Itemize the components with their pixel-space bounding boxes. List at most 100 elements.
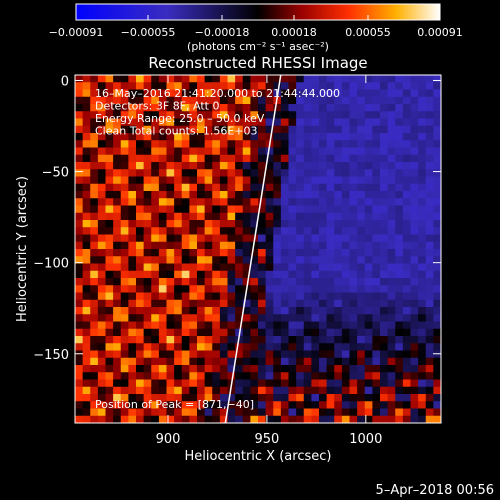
heatmap-cell (395, 365, 404, 373)
heatmap-cell (326, 227, 335, 235)
heatmap-cell (280, 321, 289, 330)
heatmap-cell (197, 169, 206, 177)
heatmap-cell (326, 350, 335, 359)
heatmap-cell (395, 169, 404, 177)
heatmap-cell (166, 357, 175, 366)
heatmap-cell (311, 176, 320, 185)
heatmap-cell (357, 169, 366, 177)
heatmap-cell (227, 241, 236, 250)
heatmap-cell (212, 191, 221, 199)
heatmap-cell (296, 408, 305, 417)
heatmap-cell (143, 386, 152, 395)
heatmap-cell (341, 249, 350, 257)
heatmap-cell (372, 307, 381, 315)
heatmap-cell (151, 386, 160, 395)
heatmap-cell (166, 169, 175, 177)
heatmap-cell (242, 198, 251, 206)
heatmap-cell (387, 372, 396, 380)
heatmap-cell (204, 104, 213, 112)
heatmap-cell (120, 350, 129, 359)
heatmap-cell (151, 278, 160, 286)
heatmap-cell (151, 249, 160, 257)
heatmap-cell (82, 162, 91, 170)
heatmap-cell (326, 212, 335, 221)
heatmap-cell (158, 82, 167, 90)
heatmap-cell (418, 75, 427, 83)
heatmap-cell (349, 96, 358, 105)
heatmap-cell (349, 256, 358, 264)
heatmap-cell (326, 220, 335, 228)
heatmap-cell (174, 372, 183, 380)
heatmap-cell (158, 140, 167, 148)
heatmap-cell (380, 372, 389, 380)
heatmap-cell (181, 89, 190, 98)
heatmap-cell (364, 401, 373, 409)
heatmap-cell (334, 263, 343, 272)
heatmap-cell (105, 401, 114, 409)
heatmap-cell (402, 292, 411, 301)
heatmap-cell (334, 336, 343, 344)
heatmap-cell (174, 104, 183, 112)
heatmap-cell (349, 394, 358, 402)
heatmap-cell (242, 82, 251, 90)
heatmap-cell (105, 350, 114, 359)
heatmap-cell (120, 401, 129, 409)
heatmap-cell (288, 104, 297, 112)
heatmap-cell (158, 96, 167, 105)
heatmap-cell (227, 162, 236, 170)
heatmap-cell (418, 133, 427, 141)
heatmap-cell (90, 104, 99, 112)
heatmap-cell (174, 227, 183, 235)
heatmap-cell (136, 350, 145, 359)
heatmap-cell (258, 299, 267, 308)
heatmap-cell (334, 379, 343, 388)
heatmap-cell (136, 270, 145, 279)
heatmap-cell (151, 328, 160, 337)
heatmap-cell (82, 96, 91, 105)
heatmap-cell (174, 96, 183, 105)
heatmap-cell (433, 104, 441, 112)
heatmap-cell (97, 256, 106, 264)
heatmap-cell (75, 162, 84, 170)
heatmap-cell (204, 408, 213, 417)
heatmap-cell (380, 125, 389, 134)
heatmap-cell (158, 154, 167, 163)
heatmap-cell (128, 169, 137, 177)
heatmap-cell (341, 125, 350, 134)
heatmap-cell (113, 386, 122, 395)
heatmap-cell (219, 183, 228, 192)
heatmap-cell (90, 401, 99, 409)
heatmap-cell (334, 321, 343, 330)
heatmap-cell (402, 205, 411, 214)
heatmap-cell (395, 307, 404, 315)
heatmap-cell (349, 227, 358, 235)
heatmap-cell (265, 176, 274, 185)
heatmap-cell (433, 198, 441, 206)
heatmap-cell (143, 256, 152, 264)
heatmap-cell (120, 249, 129, 257)
heatmap-cell (288, 234, 297, 243)
heatmap-cell (364, 241, 373, 250)
heatmap-cell (120, 75, 129, 83)
heatmap-cell (410, 285, 419, 293)
heatmap-cell (303, 408, 312, 417)
heatmap-cell (410, 212, 419, 221)
heatmap-cell (158, 292, 167, 301)
heatmap-cell (364, 227, 373, 235)
heatmap-cell (341, 176, 350, 185)
heatmap-cell (181, 350, 190, 359)
heatmap-cell (349, 198, 358, 206)
heatmap-cell (380, 278, 389, 286)
heatmap-cell (75, 75, 84, 83)
heatmap-cell (418, 176, 427, 185)
heatmap-cell (242, 263, 251, 272)
heatmap-cell (258, 154, 267, 163)
heatmap-cell (219, 104, 228, 112)
heatmap-cell (258, 285, 267, 293)
heatmap-cell (349, 133, 358, 141)
heatmap-cell (75, 220, 84, 228)
heatmap-cell (166, 140, 175, 148)
heatmap-cell (136, 307, 145, 315)
heatmap-cell (280, 357, 289, 366)
